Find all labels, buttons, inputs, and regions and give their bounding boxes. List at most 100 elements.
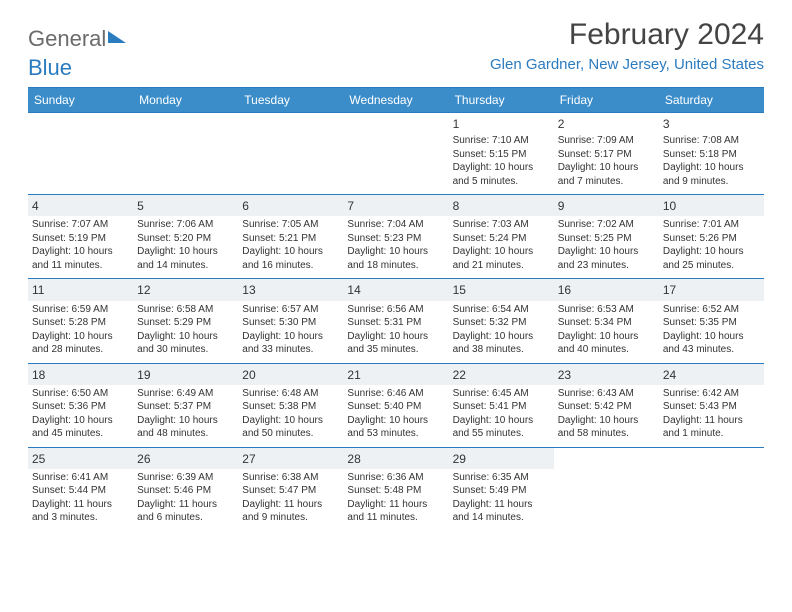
- day-cell: 22Sunrise: 6:45 AMSunset: 5:41 PMDayligh…: [449, 363, 554, 447]
- day-cell: [28, 113, 133, 195]
- day-cell: [659, 447, 764, 531]
- day-info: Sunrise: 6:53 AMSunset: 5:34 PMDaylight:…: [558, 303, 655, 357]
- day-number: 4: [28, 195, 133, 216]
- day-number: 11: [28, 279, 133, 300]
- day-number: 1: [453, 116, 550, 132]
- week-row: 25Sunrise: 6:41 AMSunset: 5:44 PMDayligh…: [28, 447, 764, 531]
- day-number: 25: [28, 448, 133, 469]
- day-number: 23: [554, 364, 659, 385]
- day-number: 8: [449, 195, 554, 216]
- day-number: 5: [133, 195, 238, 216]
- day-number: 19: [133, 364, 238, 385]
- day-info: Sunrise: 6:56 AMSunset: 5:31 PMDaylight:…: [347, 303, 444, 357]
- day-number: 3: [663, 116, 760, 132]
- day-cell: 1Sunrise: 7:10 AMSunset: 5:15 PMDaylight…: [449, 113, 554, 195]
- brand-part1: General: [28, 26, 106, 52]
- day-info: Sunrise: 6:54 AMSunset: 5:32 PMDaylight:…: [453, 303, 550, 357]
- day-cell: [343, 113, 448, 195]
- day-number: 17: [659, 279, 764, 300]
- day-info: Sunrise: 7:05 AMSunset: 5:21 PMDaylight:…: [242, 218, 339, 272]
- day-info: Sunrise: 6:43 AMSunset: 5:42 PMDaylight:…: [558, 387, 655, 441]
- day-cell: 2 Sunrise: 7:09 AMSunset: 5:17 PMDaylight…: [554, 113, 659, 195]
- day-cell: 26Sunrise: 6:39 AMSunset: 5:46 PMDayligh…: [133, 447, 238, 531]
- brand-line2: Blue: [28, 55, 764, 81]
- day-number: 9: [554, 195, 659, 216]
- day-cell: 11Sunrise: 6:59 AMSunset: 5:28 PMDayligh…: [28, 279, 133, 363]
- day-number: 15: [449, 279, 554, 300]
- day-number: 29: [449, 448, 554, 469]
- day-cell: 29Sunrise: 6:35 AMSunset: 5:49 PMDayligh…: [449, 447, 554, 531]
- day-cell: 4Sunrise: 7:07 AMSunset: 5:19 PMDaylight…: [28, 195, 133, 279]
- day-cell: [238, 113, 343, 195]
- week-row: 4Sunrise: 7:07 AMSunset: 5:19 PMDaylight…: [28, 195, 764, 279]
- day-number: 18: [28, 364, 133, 385]
- day-info: Sunrise: 6:58 AMSunset: 5:29 PMDaylight:…: [137, 303, 234, 357]
- week-row: 1Sunrise: 7:10 AMSunset: 5:15 PMDaylight…: [28, 113, 764, 195]
- day-number: 21: [343, 364, 448, 385]
- day-info: Sunrise: 6:38 AMSunset: 5:47 PMDaylight:…: [242, 471, 339, 525]
- day-cell: 18Sunrise: 6:50 AMSunset: 5:36 PMDayligh…: [28, 363, 133, 447]
- day-cell: 9Sunrise: 7:02 AMSunset: 5:25 PMDaylight…: [554, 195, 659, 279]
- day-info: Sunrise: 7:02 AMSunset: 5:25 PMDaylight:…: [558, 218, 655, 272]
- day-header: Monday: [133, 88, 238, 113]
- day-header: Tuesday: [238, 88, 343, 113]
- day-cell: 6Sunrise: 7:05 AMSunset: 5:21 PMDaylight…: [238, 195, 343, 279]
- day-cell: 28Sunrise: 6:36 AMSunset: 5:48 PMDayligh…: [343, 447, 448, 531]
- day-cell: 5Sunrise: 7:06 AMSunset: 5:20 PMDaylight…: [133, 195, 238, 279]
- day-number: 16: [554, 279, 659, 300]
- day-cell: [554, 447, 659, 531]
- day-header: Sunday: [28, 88, 133, 113]
- day-cell: 3 Sunrise: 7:08 AMSunset: 5:18 PMDaylight…: [659, 113, 764, 195]
- day-cell: 20Sunrise: 6:48 AMSunset: 5:38 PMDayligh…: [238, 363, 343, 447]
- day-number: 14: [343, 279, 448, 300]
- day-cell: 13Sunrise: 6:57 AMSunset: 5:30 PMDayligh…: [238, 279, 343, 363]
- day-cell: 24Sunrise: 6:42 AMSunset: 5:43 PMDayligh…: [659, 363, 764, 447]
- day-header: Friday: [554, 88, 659, 113]
- day-info: Sunrise: 7:01 AMSunset: 5:26 PMDaylight:…: [663, 218, 760, 272]
- day-number: 12: [133, 279, 238, 300]
- day-info: Sunrise: 7:06 AMSunset: 5:20 PMDaylight:…: [137, 218, 234, 272]
- day-info: Sunrise: 6:36 AMSunset: 5:48 PMDaylight:…: [347, 471, 444, 525]
- day-cell: 7Sunrise: 7:04 AMSunset: 5:23 PMDaylight…: [343, 195, 448, 279]
- day-info: Sunrise: 6:35 AMSunset: 5:49 PMDaylight:…: [453, 471, 550, 525]
- day-cell: [133, 113, 238, 195]
- day-cell: 25Sunrise: 6:41 AMSunset: 5:44 PMDayligh…: [28, 447, 133, 531]
- day-cell: 21Sunrise: 6:46 AMSunset: 5:40 PMDayligh…: [343, 363, 448, 447]
- day-header: Wednesday: [343, 88, 448, 113]
- day-number: 7: [343, 195, 448, 216]
- day-cell: 17 Sunrise: 6:52 AMSunset: 5:35 PMDayligh…: [659, 279, 764, 363]
- day-number: 2: [558, 116, 655, 132]
- day-info: Sunrise: 6:46 AMSunset: 5:40 PMDaylight:…: [347, 387, 444, 441]
- brand-logo: General: [28, 18, 126, 52]
- week-row: 11Sunrise: 6:59 AMSunset: 5:28 PMDayligh…: [28, 279, 764, 363]
- day-cell: 23Sunrise: 6:43 AMSunset: 5:42 PMDayligh…: [554, 363, 659, 447]
- day-info: Sunrise: 6:48 AMSunset: 5:38 PMDaylight:…: [242, 387, 339, 441]
- day-cell: 27Sunrise: 6:38 AMSunset: 5:47 PMDayligh…: [238, 447, 343, 531]
- day-number: 13: [238, 279, 343, 300]
- day-info: Sunrise: 6:41 AMSunset: 5:44 PMDaylight:…: [32, 471, 129, 525]
- day-header: Saturday: [659, 88, 764, 113]
- day-cell: 16 Sunrise: 6:53 AMSunset: 5:34 PMDayligh…: [554, 279, 659, 363]
- day-number: 20: [238, 364, 343, 385]
- day-number: 6: [238, 195, 343, 216]
- brand-triangle-icon: [108, 31, 126, 43]
- day-number: 28: [343, 448, 448, 469]
- day-cell: 8Sunrise: 7:03 AMSunset: 5:24 PMDaylight…: [449, 195, 554, 279]
- day-info: Sunrise: 7:09 AMSunset: 5:17 PMDaylight:…: [558, 134, 655, 188]
- day-header: Thursday: [449, 88, 554, 113]
- day-number: 24: [659, 364, 764, 385]
- day-info: Sunrise: 6:49 AMSunset: 5:37 PMDaylight:…: [137, 387, 234, 441]
- day-info: Sunrise: 7:07 AMSunset: 5:19 PMDaylight:…: [32, 218, 129, 272]
- calendar-table: SundayMondayTuesdayWednesdayThursdayFrid…: [28, 87, 764, 531]
- day-number: 27: [238, 448, 343, 469]
- day-info: Sunrise: 6:42 AMSunset: 5:43 PMDaylight:…: [663, 387, 760, 441]
- week-row: 18Sunrise: 6:50 AMSunset: 5:36 PMDayligh…: [28, 363, 764, 447]
- day-info: Sunrise: 7:08 AMSunset: 5:18 PMDaylight:…: [663, 134, 760, 188]
- month-title: February 2024: [490, 18, 764, 52]
- day-cell: 10Sunrise: 7:01 AMSunset: 5:26 PMDayligh…: [659, 195, 764, 279]
- day-info: Sunrise: 7:04 AMSunset: 5:23 PMDaylight:…: [347, 218, 444, 272]
- day-info: Sunrise: 6:52 AMSunset: 5:35 PMDaylight:…: [663, 303, 760, 357]
- day-info: Sunrise: 6:45 AMSunset: 5:41 PMDaylight:…: [453, 387, 550, 441]
- day-info: Sunrise: 6:39 AMSunset: 5:46 PMDaylight:…: [137, 471, 234, 525]
- day-number: 10: [659, 195, 764, 216]
